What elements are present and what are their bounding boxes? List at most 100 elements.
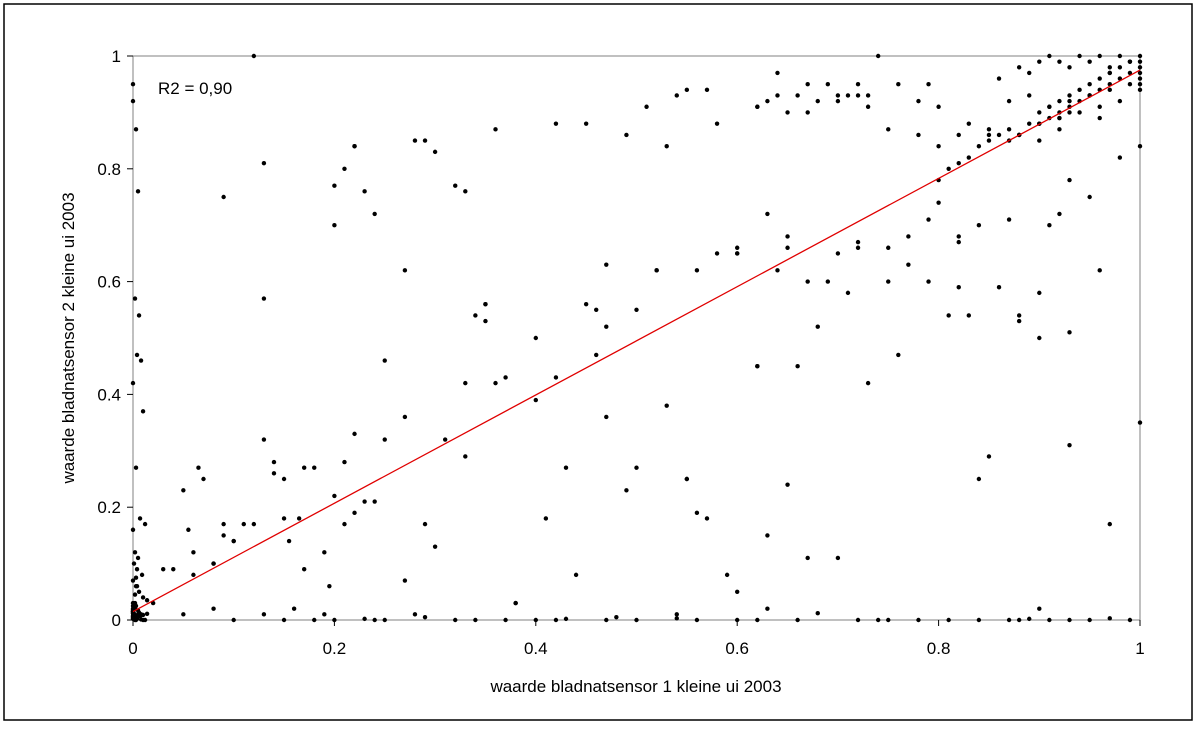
data-point <box>1067 110 1072 115</box>
data-point <box>855 245 861 250</box>
data-point <box>134 352 140 358</box>
data-point <box>221 521 226 527</box>
data-point <box>594 352 599 358</box>
data-point <box>996 76 1002 81</box>
data-point <box>281 617 287 623</box>
data-point <box>342 521 347 527</box>
data-point <box>144 611 150 616</box>
data-point <box>795 93 800 98</box>
data-point <box>684 476 690 482</box>
data-point <box>805 82 810 87</box>
data-point <box>1087 617 1092 623</box>
data-point <box>144 598 150 603</box>
data-point <box>583 121 589 126</box>
data-point <box>422 521 428 527</box>
data-point <box>765 606 770 611</box>
data-point <box>996 285 1002 290</box>
data-point <box>136 589 142 594</box>
data-point <box>301 465 307 470</box>
data-point <box>131 561 137 566</box>
data-point <box>211 561 216 566</box>
data-point <box>1006 98 1012 104</box>
data-point <box>976 617 982 623</box>
data-point <box>785 234 790 239</box>
data-point <box>936 200 941 205</box>
data-point <box>301 567 307 572</box>
data-point <box>382 358 387 363</box>
data-point <box>906 262 911 267</box>
data-point <box>865 93 871 98</box>
data-point <box>1097 76 1102 81</box>
data-point <box>604 617 609 623</box>
data-point <box>916 132 921 138</box>
data-point <box>1006 617 1012 623</box>
data-point <box>211 606 216 611</box>
data-point <box>296 516 302 521</box>
data-point <box>694 617 700 623</box>
data-point <box>402 578 408 583</box>
data-point <box>130 380 136 386</box>
data-point <box>432 149 438 155</box>
data-point <box>161 567 166 572</box>
data-point <box>845 93 851 98</box>
data-point <box>422 138 428 143</box>
data-point <box>1016 65 1022 70</box>
data-point <box>1027 121 1032 126</box>
data-point <box>875 617 881 623</box>
data-point <box>1047 617 1052 623</box>
data-point <box>795 617 800 623</box>
y-axis: 0 0.2 0.4 0.6 0.8 1 <box>97 47 133 630</box>
data-point <box>1127 70 1133 76</box>
data-point <box>142 521 148 527</box>
data-point <box>1067 442 1072 448</box>
data-point <box>352 510 357 516</box>
data-point <box>463 380 468 386</box>
data-point <box>604 262 609 267</box>
data-point <box>805 110 810 115</box>
data-point <box>483 318 488 324</box>
data-point <box>132 550 138 555</box>
data-point <box>1097 115 1102 121</box>
data-point <box>513 600 518 606</box>
data-point <box>896 82 901 87</box>
data-point <box>132 296 138 301</box>
data-point <box>805 555 810 561</box>
data-point <box>372 617 377 623</box>
data-point <box>191 550 196 555</box>
data-point <box>1087 82 1092 87</box>
data-point <box>634 617 639 623</box>
data-point <box>1077 110 1082 115</box>
data-point <box>1127 617 1133 623</box>
data-point <box>261 296 267 301</box>
data-point <box>261 437 267 442</box>
data-point <box>362 499 367 504</box>
data-point <box>986 127 992 132</box>
data-point <box>1037 290 1042 296</box>
data-point <box>553 375 559 380</box>
data-point <box>956 160 961 166</box>
data-point <box>137 516 143 521</box>
data-point <box>463 454 468 459</box>
data-point <box>453 183 458 188</box>
data-point <box>926 82 931 87</box>
data-point <box>201 476 206 482</box>
data-point <box>231 617 236 623</box>
data-point <box>835 98 841 104</box>
data-point <box>1016 617 1022 623</box>
data-point <box>714 121 720 126</box>
data-point <box>1087 194 1092 200</box>
data-point <box>442 437 448 442</box>
data-point <box>785 245 790 250</box>
data-point <box>1067 617 1072 623</box>
data-point <box>322 612 327 617</box>
data-point <box>835 555 841 561</box>
data-point <box>946 313 951 318</box>
data-point <box>986 138 992 143</box>
data-point <box>1067 98 1072 104</box>
data-point <box>886 127 891 132</box>
data-point <box>191 572 196 578</box>
data-point <box>140 409 146 414</box>
data-point <box>221 533 226 538</box>
data-point <box>875 53 881 59</box>
